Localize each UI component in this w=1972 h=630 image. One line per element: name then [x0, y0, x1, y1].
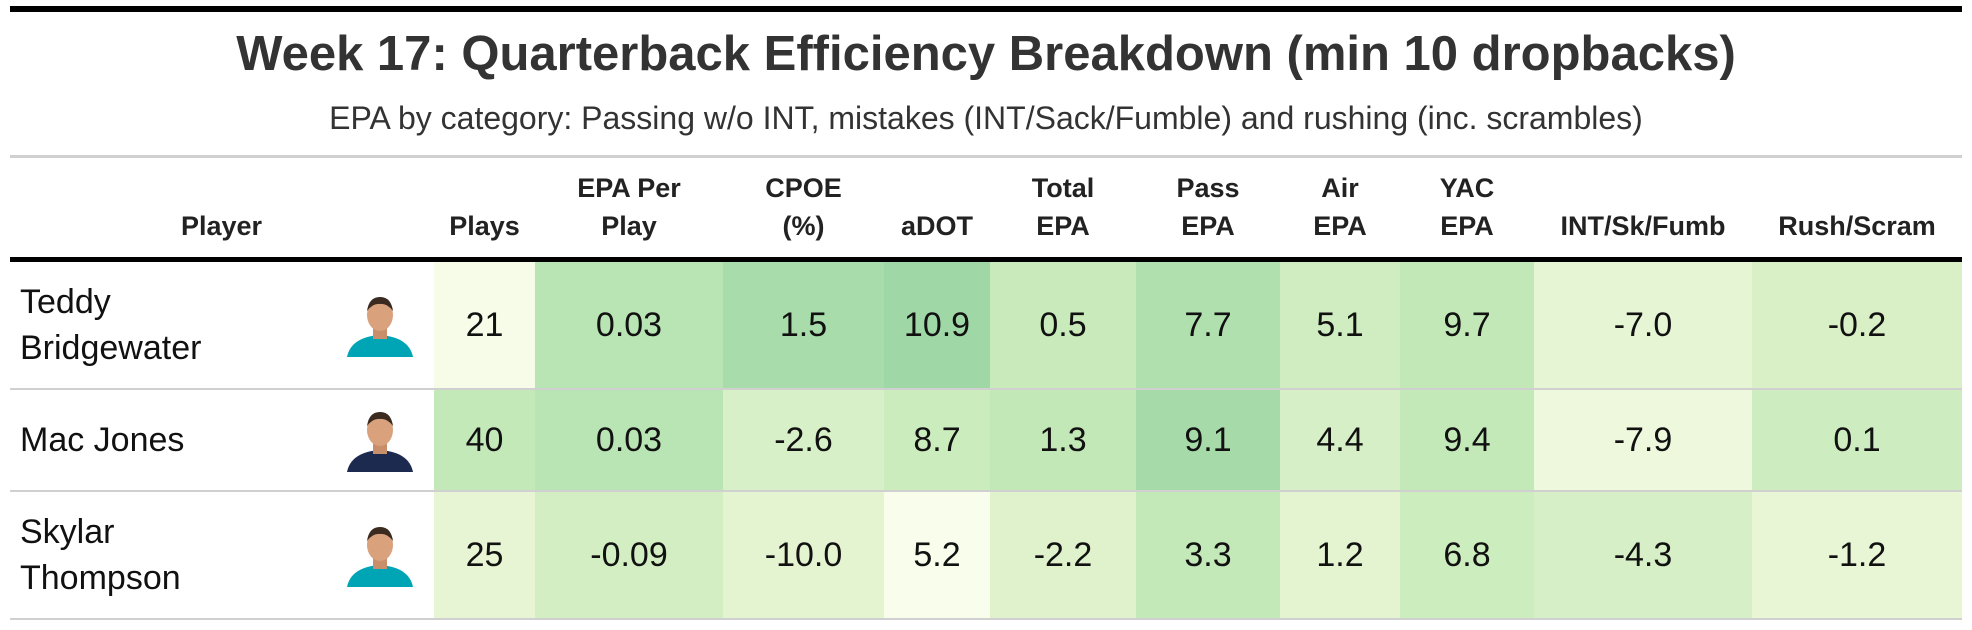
- column-header-line: Air: [1321, 173, 1359, 203]
- stat-cell: 8.7: [884, 390, 990, 490]
- stat-cell: 10.9: [884, 262, 990, 388]
- top-rule: [10, 6, 1962, 12]
- column-header: Player: [10, 160, 433, 257]
- stat-cell: -0.2: [1752, 262, 1962, 388]
- column-header-line: Total: [1031, 173, 1095, 203]
- stat-cell: 3.3: [1136, 492, 1280, 618]
- header-bottom-rule: [10, 257, 1962, 262]
- column-header: Plays: [434, 160, 535, 257]
- column-header: Pass EPA: [1136, 160, 1280, 257]
- stat-cell: -0.09: [535, 492, 723, 618]
- column-header-line: EPA Per: [577, 173, 681, 203]
- column-header: CPOE (%): [723, 160, 884, 257]
- hair: [367, 527, 393, 541]
- title: Week 17: Quarterback Efficiency Breakdow…: [236, 27, 1736, 81]
- stat-cell: -7.0: [1534, 262, 1752, 388]
- stat-cell: 1.3: [990, 390, 1136, 490]
- player-name: Skylar Thompson: [20, 513, 181, 597]
- face: [367, 529, 393, 561]
- column-header: EPA Per Play: [535, 160, 723, 257]
- column-header: Rush/Scram: [1752, 160, 1962, 257]
- column-header-line: INT/Sk/Fumb: [1560, 211, 1726, 241]
- stat-cell: 7.7: [1136, 262, 1280, 388]
- stat-cell: -10.0: [723, 492, 884, 618]
- hair: [367, 412, 393, 426]
- row-rule: [10, 490, 1962, 492]
- stat-cell: 4.4: [1280, 390, 1400, 490]
- column-header-line: Plays: [449, 211, 520, 241]
- stat-cell: -4.3: [1534, 492, 1752, 618]
- stat-cell: 9.4: [1400, 390, 1534, 490]
- header-rule: [10, 155, 1962, 158]
- stat-cell: 9.1: [1136, 390, 1280, 490]
- column-header-line: EPA: [1181, 211, 1235, 241]
- stat-cell: 21: [434, 262, 535, 388]
- player-name: Teddy Bridgewater: [20, 283, 202, 367]
- stat-cell: 0.03: [535, 390, 723, 490]
- column-header-line: Rush/Scram: [1778, 211, 1936, 241]
- row-rule: [10, 618, 1962, 620]
- stat-cell: -2.6: [723, 390, 884, 490]
- column-header-line: Pass: [1176, 173, 1240, 203]
- column-header-line: CPOE: [765, 173, 842, 203]
- stat-cell: 5.2: [884, 492, 990, 618]
- hair: [367, 297, 393, 311]
- column-header-line: Player: [180, 211, 263, 241]
- column-header-line: EPA: [1313, 211, 1367, 241]
- stat-cell: 5.1: [1280, 262, 1400, 388]
- column-header-line: (%): [782, 211, 825, 241]
- column-header-line: EPA: [1440, 211, 1494, 241]
- stat-cell: 1.5: [723, 262, 884, 388]
- stat-cell: 0.03: [535, 262, 723, 388]
- column-header: aDOT: [884, 160, 990, 257]
- column-header-line: aDOT: [900, 211, 973, 241]
- stat-cell: 1.2: [1280, 492, 1400, 618]
- column-header: Total EPA: [990, 160, 1136, 257]
- column-header-line: EPA: [1036, 211, 1090, 241]
- column-header-line: Play: [601, 211, 657, 241]
- player-photo: [347, 297, 413, 357]
- column-header-line: YAC: [1439, 173, 1495, 203]
- column-header: YAC EPA: [1400, 160, 1534, 257]
- column-header: INT/Sk/Fumb: [1534, 160, 1752, 257]
- player-name: Mac Jones: [20, 421, 185, 459]
- stat-cell: 25: [434, 492, 535, 618]
- stat-cell: 0.1: [1752, 390, 1962, 490]
- stat-cell: 9.7: [1400, 262, 1534, 388]
- player-photo: [347, 412, 413, 472]
- jersey: [347, 565, 413, 587]
- stat-cell: 6.8: [1400, 492, 1534, 618]
- stat-cell: 0.5: [990, 262, 1136, 388]
- stat-cell: -7.9: [1534, 390, 1752, 490]
- stat-cell: 40: [434, 390, 535, 490]
- jersey: [347, 335, 413, 357]
- stat-cell: -2.2: [990, 492, 1136, 618]
- jersey: [347, 450, 413, 472]
- subtitle: EPA by category: Passing w/o INT, mistak…: [329, 100, 1643, 136]
- player-photo: [347, 527, 413, 587]
- face: [367, 414, 393, 446]
- row-rule: [10, 388, 1962, 390]
- column-header: Air EPA: [1280, 160, 1400, 257]
- face: [367, 299, 393, 331]
- stat-cell: -1.2: [1752, 492, 1962, 618]
